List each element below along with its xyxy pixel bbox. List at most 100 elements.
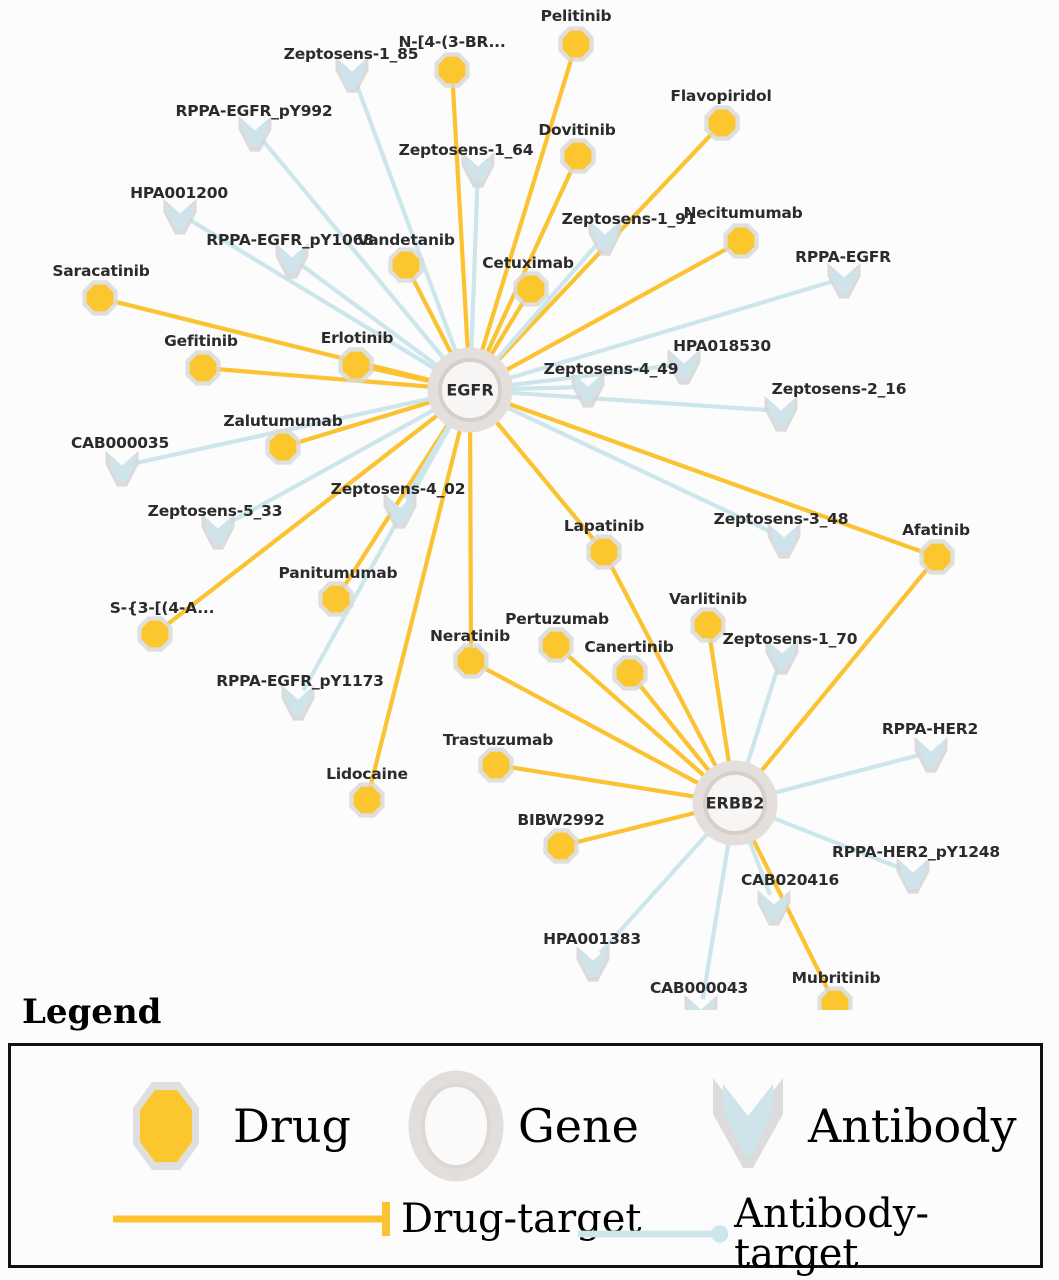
gene-node-ring-outer [692,760,778,846]
network-svg [82,26,955,1011]
antibody-node[interactable] [167,202,193,230]
node-layer [82,26,955,1011]
gene-node[interactable] [703,771,767,835]
drug-target-edge [450,80,470,353]
antibody-node[interactable] [769,642,795,670]
legend-item-gene: Gene [406,1068,639,1183]
drug-target-edge [409,273,455,358]
gene-node-ring-outer [427,347,513,433]
drug-node[interactable] [821,990,849,1010]
antibody-node[interactable] [900,861,926,889]
drug-node[interactable] [727,227,755,255]
antibody-target-edge [188,217,439,373]
drug-node[interactable] [141,620,169,648]
gene-node[interactable] [438,358,502,422]
antibody-target-edge [503,404,775,536]
drug-node[interactable] [189,354,217,382]
antibody-node[interactable] [285,688,311,716]
legend-box: Drug Gene Antibody [8,1043,1043,1274]
edge-layer [110,53,932,1000]
drug-node[interactable] [438,56,466,84]
drug-node[interactable] [353,786,381,814]
drug-target-edge [110,298,434,383]
drug-target-edge [757,564,932,775]
drug-target-edge [479,664,703,787]
antibody-node[interactable] [279,246,305,274]
drug-node[interactable] [694,611,722,639]
circle-ring-icon [408,1070,504,1182]
legend-item-antibody-target: Antibody-target [576,1194,1040,1274]
drug-node[interactable] [708,109,736,137]
drug-node[interactable] [616,659,644,687]
antibody-node[interactable] [831,266,857,294]
antibody-node[interactable] [387,496,413,524]
antibody-target-edge [493,241,600,363]
antibody-target-edge [700,840,731,1000]
antibody-node[interactable] [580,949,606,977]
antibody-node[interactable] [592,223,618,251]
drug-node[interactable] [517,275,545,303]
drug-target-edge [367,426,463,790]
antibody-target-edge [744,663,781,768]
legend-edge-row: Drug-target Antibody-target [11,1194,1040,1274]
drug-node[interactable] [322,585,350,613]
antibody-target-edge [260,138,448,363]
bar-end-line-icon [113,1202,390,1236]
antibody-target-edge [226,406,438,526]
drug-target-edge [162,411,442,629]
drug-target-edge [707,635,732,766]
antibody-node[interactable] [768,399,794,427]
antibody-node[interactable] [205,517,231,545]
dot-end-line-icon [577,1225,729,1243]
drug-target-edge [487,297,528,359]
antibody-node[interactable] [465,155,491,183]
legend-title: Legend [22,992,162,1032]
drug-node[interactable] [564,142,592,170]
legend-shape-row: Drug Gene Antibody [11,1068,1040,1183]
antibody-node[interactable] [575,375,601,403]
antibody-node[interactable] [671,352,697,380]
legend-label-antibody: Antibody [808,1098,1017,1153]
antibody-target-edge [598,829,712,955]
drug-node[interactable] [547,832,575,860]
antibody-target-edge [469,177,480,353]
antibody-node[interactable] [761,893,787,921]
drug-node[interactable] [590,538,618,566]
drug-target-edge [492,417,599,545]
drug-node[interactable] [86,284,114,312]
octagon-icon [133,1082,199,1170]
antibody-target-edge [301,422,454,692]
drug-node[interactable] [542,631,570,659]
drug-node[interactable] [342,351,370,379]
drug-node[interactable] [562,30,590,58]
antibody-node[interactable] [339,60,365,88]
drug-target-edge [635,680,713,775]
antibody-node[interactable] [918,740,944,768]
gene-label-egfr: EGFR [446,380,494,400]
drug-node[interactable] [457,647,485,675]
antibody-node[interactable] [242,119,268,147]
antibody-target-edge [507,390,771,413]
antibody-node[interactable] [771,526,797,554]
drug-node[interactable] [482,751,510,779]
antibody-target-edge [771,752,921,796]
drug-target-edge [468,427,474,651]
drug-node[interactable] [269,433,297,461]
antibody-target-edge [505,279,835,382]
antibody-node[interactable] [109,454,135,482]
drug-node[interactable] [923,543,951,571]
drug-target-edge [502,244,733,374]
legend-item-drug: Drug [111,1068,351,1183]
chevron-icon [713,1078,783,1168]
antibody-target-edge [507,363,674,388]
drug-target-edge [366,365,434,384]
antibody-target-edge [769,814,904,871]
legend-label-antibody-target: Antibody-target [734,1191,929,1277]
legend-label-drug: Drug [233,1098,351,1153]
drug-target-edge [213,366,433,389]
drug-node[interactable] [392,251,420,279]
antibody-node[interactable] [688,998,714,1011]
drug-target-edge [562,650,708,780]
network-graph-canvas[interactable]: Zeptosens-1_85 RPPA-EGFR_pY992 Zeptosens-1… [0,0,1059,1010]
